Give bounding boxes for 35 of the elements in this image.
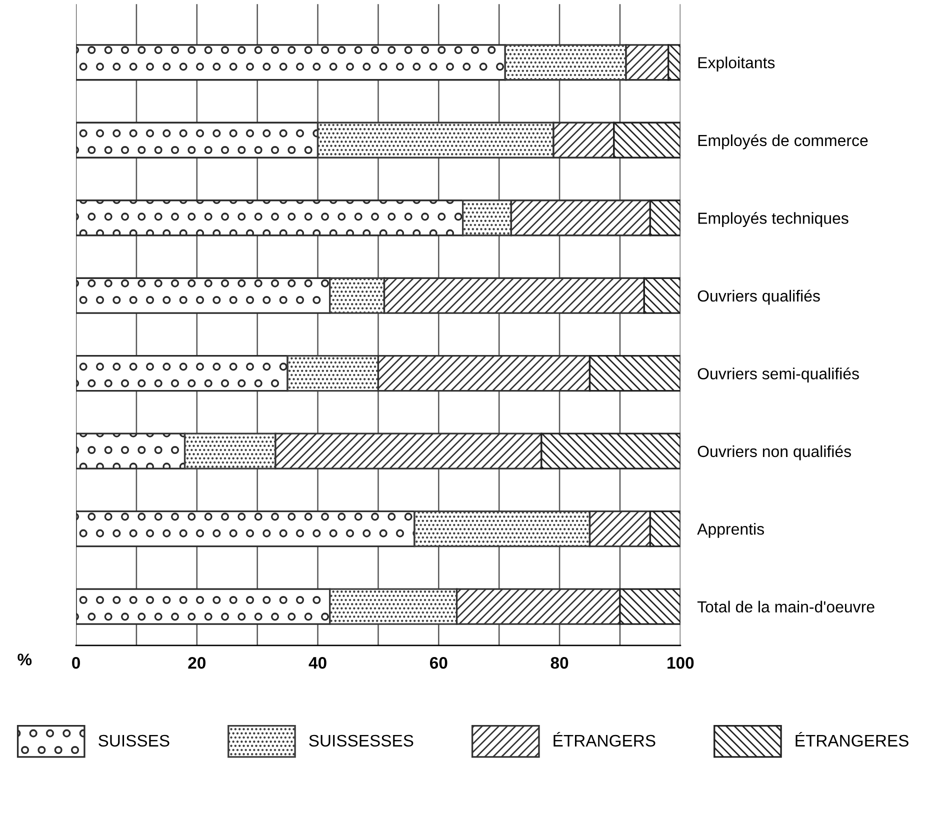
bar (76, 432, 186, 470)
y-tick-label: Ouvriers semi-qualifiés (698, 367, 859, 383)
legend-label: ÉTRANGERS (554, 732, 656, 747)
bar (76, 122, 319, 158)
x-tick-label: 80 (550, 656, 568, 669)
bar (613, 122, 680, 158)
y-tick-label: Exploitants (698, 56, 775, 72)
legend-label: SUISSESSES (309, 734, 414, 747)
bar (619, 588, 680, 625)
legend-label: ÉTRANGERES (796, 732, 908, 747)
y-tick-label: Ouvriers qualifiés (698, 290, 820, 305)
bar (649, 200, 680, 236)
y-tick-label: Ouvriers non qualifiés (698, 445, 851, 460)
x-tick-label: 40 (308, 656, 326, 669)
y-tick-label: Employés de commerce (698, 134, 868, 150)
x-tick-label: 60 (430, 656, 448, 669)
x-axis-title: % (18, 654, 32, 666)
legend-label: SUISSES (98, 734, 170, 747)
bar (649, 510, 680, 548)
bar (76, 44, 506, 81)
bar (76, 277, 331, 314)
x-tick-label: 20 (188, 656, 206, 669)
y-tick-label: Employés techniques (698, 212, 848, 228)
y-tick-label: Total de la main-d'oeuvre (697, 600, 874, 613)
bar (667, 44, 680, 81)
bar (588, 355, 680, 392)
bar (540, 432, 680, 470)
bar (76, 510, 416, 548)
bar (76, 355, 288, 392)
bar (643, 277, 680, 314)
bar (76, 588, 331, 625)
x-tick-label: 0 (72, 656, 80, 669)
y-tick-label: Apprentis (697, 523, 764, 538)
bar (76, 200, 464, 236)
x-tick-label: 100 (668, 656, 694, 669)
